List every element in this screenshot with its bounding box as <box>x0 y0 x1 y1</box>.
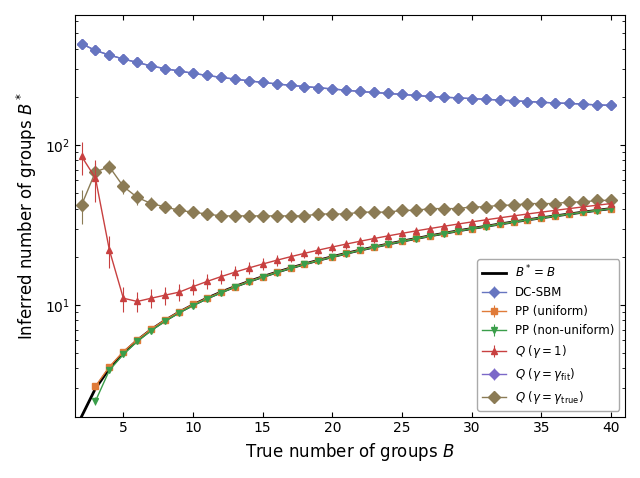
$B^* = B$ <box>565 211 573 217</box>
$B^* = B$ <box>440 230 448 236</box>
$B^* = B$ <box>412 236 420 241</box>
$B^* = B$ <box>106 366 113 371</box>
$B^* = B$ <box>468 226 476 231</box>
$B^* = B$ <box>189 302 197 308</box>
$B^* = B$ <box>496 221 504 227</box>
$B^* = B$ <box>607 206 615 211</box>
$B^* = B$ <box>92 386 99 391</box>
$B^* = B$ <box>273 269 280 275</box>
$B^* = B$ <box>245 279 253 284</box>
Legend: $B^* = B$, DC-SBM, PP (uniform), PP (non-uniform), $Q$ ($\gamma = 1$), $Q$ ($\ga: $B^* = B$, DC-SBM, PP (uniform), PP (non… <box>477 259 619 411</box>
X-axis label: True number of groups $B$: True number of groups $B$ <box>245 441 454 463</box>
$B^* = B$ <box>259 274 266 280</box>
$B^* = B$ <box>482 223 490 229</box>
$B^* = B$ <box>593 207 601 213</box>
$B^* = B$ <box>217 289 225 295</box>
$B^* = B$ <box>77 414 85 420</box>
Line: $B^* = B$: $B^* = B$ <box>81 208 611 417</box>
$B^* = B$ <box>315 258 323 263</box>
$B^* = B$ <box>579 209 587 215</box>
$B^* = B$ <box>133 337 141 343</box>
$B^* = B$ <box>371 244 378 250</box>
Y-axis label: Inferred number of groups $B^*$: Inferred number of groups $B^*$ <box>15 92 39 340</box>
$B^* = B$ <box>161 317 169 323</box>
$B^* = B$ <box>147 327 155 333</box>
$B^* = B$ <box>524 217 531 223</box>
$B^* = B$ <box>120 350 127 356</box>
$B^* = B$ <box>426 233 434 239</box>
$B^* = B$ <box>287 265 294 271</box>
$B^* = B$ <box>203 295 211 301</box>
$B^* = B$ <box>328 254 336 260</box>
$B^* = B$ <box>552 213 559 219</box>
$B^* = B$ <box>342 250 350 256</box>
$B^* = B$ <box>301 261 308 267</box>
$B^* = B$ <box>454 228 461 234</box>
$B^* = B$ <box>356 247 364 253</box>
$B^* = B$ <box>175 309 183 315</box>
$B^* = B$ <box>231 284 239 290</box>
$B^* = B$ <box>538 215 545 221</box>
$B^* = B$ <box>384 241 392 247</box>
$B^* = B$ <box>509 219 517 225</box>
$B^* = B$ <box>398 239 406 244</box>
